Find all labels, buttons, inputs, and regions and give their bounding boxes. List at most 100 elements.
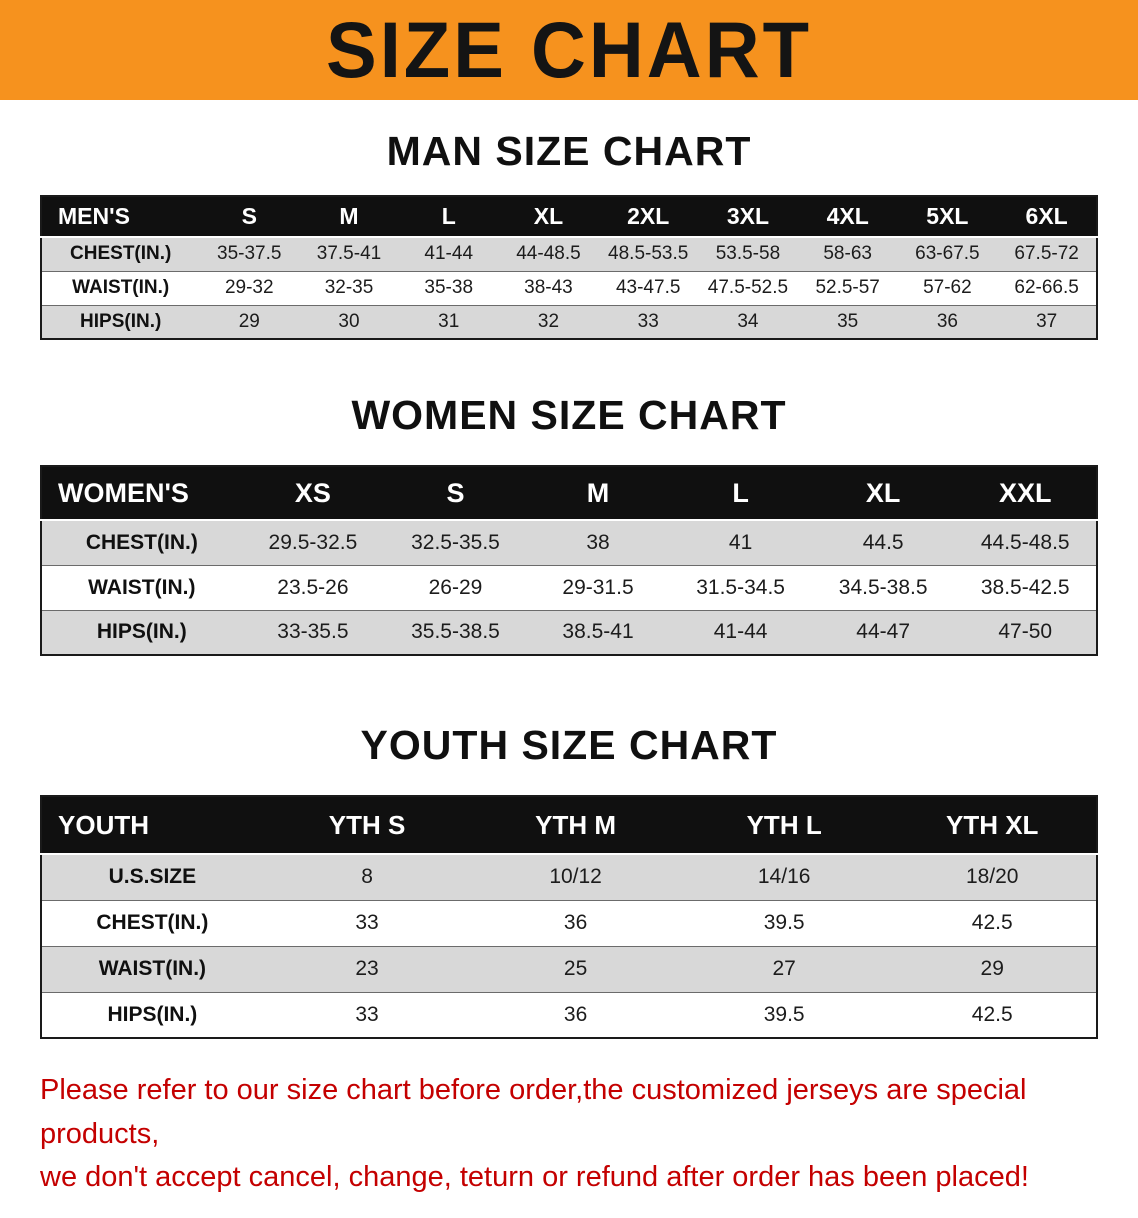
size-value: 58-63 [823,243,872,265]
size-value: 35-38 [424,277,474,298]
men-size-table: MEN'S S M L XL 2XL 3XL 4XL 5XL 6XL CHEST(IN.) 35-37… [40,195,1098,340]
men-size-column-header: 4XL [797,196,898,238]
youth-size-column-header: YTH S [262,796,472,855]
men-size-column-header: 3XL [698,196,798,238]
youth-size-table: YOUTH YTH S YTH M YTH L YTH XL U.S.SIZE 8 10/12… [40,795,1098,1039]
table-row: CHEST(IN.) 35-37.5 37.5-41 41-44 44-48.5 48.5… [41,237,1097,271]
size-value: 38.5-41 [562,620,634,644]
youth-size-column-header: YTH XL [888,796,1097,855]
row-label: HIPS(IN.) [96,620,187,644]
size-value: 62-66.5 [1014,277,1079,298]
women-size-column-header: M [526,466,670,521]
footer-note-line-2: we don't accept cancel, change, teturn o… [40,1161,1029,1193]
youth-header-row: YOUTH YTH S YTH M YTH L YTH XL [41,796,1097,855]
women-size-column-header: XXL [954,466,1097,521]
men-size-column-header: M [299,196,399,238]
size-value: 37.5-41 [316,243,382,265]
footer-note-line-1: Please refer to our size chart before or… [40,1074,1027,1150]
row-label: CHEST(IN.) [70,243,172,265]
size-value: 38.5-42.5 [980,575,1070,599]
size-value: 34.5-38.5 [838,575,928,599]
row-label: CHEST(IN.) [96,911,209,934]
size-value: 33 [355,911,379,934]
size-value: 63-67.5 [915,243,980,265]
size-value: 8 [361,865,373,889]
women-size-column-header: S [384,466,527,521]
table-row: WAIST(IN.) 23 25 27 29 [41,946,1097,992]
size-value: 33 [355,1002,379,1026]
size-value: 32 [537,310,560,332]
size-value: 36 [563,1002,588,1026]
table-row: CHEST(IN.) 33 36 39.5 42.5 [41,900,1097,946]
men-size-column-header: 5XL [897,196,998,238]
size-value: 23 [355,957,379,980]
banner-title: SIZE CHART [326,5,812,95]
size-value: 48.5-53.5 [608,243,689,265]
size-value: 41-44 [424,243,474,265]
size-value: 29-31.5 [562,575,634,599]
size-value: 31.5-34.5 [696,575,785,599]
size-value: 39.5 [763,1002,805,1026]
table-row: U.S.SIZE 8 10/12 14/16 18/20 [41,854,1097,900]
size-value: 39.5 [763,911,805,934]
size-value: 33-35.5 [277,620,349,644]
size-value: 35-37.5 [217,243,282,265]
row-label: WAIST(IN.) [88,575,196,599]
section-heading-youth: YOUTH SIZE CHART [360,722,778,768]
size-value: 42.5 [971,1002,1013,1026]
size-value: 30 [338,310,360,332]
size-value: 38 [586,530,610,554]
size-value: 26-29 [428,575,483,599]
size-value: 38-43 [524,277,573,298]
women-table-title: WOMEN'S [41,466,242,521]
size-value: 32.5-35.5 [411,530,500,554]
size-value: 32-35 [324,277,374,298]
men-table-title: MEN'S [41,196,200,238]
size-value: 52.5-57 [815,277,880,298]
section-heading-women: WOMEN SIZE CHART [351,392,787,438]
size-value: 53.5-58 [715,243,781,265]
size-value: 44.5 [862,530,904,554]
men-header-row: MEN'S S M L XL 2XL 3XL 4XL 5XL 6XL [41,196,1097,238]
row-label: WAIST(IN.) [72,277,170,298]
size-value: 47-50 [998,620,1053,644]
size-value: 37 [1036,310,1058,332]
sections: MAN SIZE CHART MEN'S S M L XL 2XL 3XL 4XL 5XL 6XL C… [0,128,1138,1039]
row-label: HIPS(IN.) [107,1002,198,1026]
table-row: HIPS(IN.) 33-35.5 35.5-38.5 38.5-41 41-44 44-… [41,610,1097,655]
men-size-column-header: 2XL [598,196,699,238]
size-value: 25 [563,957,588,980]
size-value: 44-47 [856,620,911,644]
size-value: 35 [837,310,859,332]
size-value: 35.5-38.5 [411,620,500,644]
footer-note: Please refer to our size chart before or… [40,1069,1098,1200]
table-row: HIPS(IN.) 33 36 39.5 42.5 [41,992,1097,1038]
size-value: 47.5-52.5 [707,277,789,298]
size-value: 43-47.5 [615,277,681,298]
size-value: 29 [980,957,1004,980]
row-label: HIPS(IN.) [80,310,162,332]
size-value: 44.5-48.5 [980,530,1070,554]
table-row: WAIST(IN.) 29-32 32-35 35-38 38-43 43-47.5 47.… [41,271,1097,305]
row-label: WAIST(IN.) [98,957,207,980]
size-value: 33 [637,310,659,332]
size-value: 23.5-26 [277,575,349,599]
size-value: 42.5 [971,911,1013,934]
size-value: 10/12 [549,865,602,889]
size-value: 57-62 [923,277,972,298]
women-size-column-header: L [669,466,812,521]
section-heading-men: MAN SIZE CHART [386,128,752,174]
row-label: CHEST(IN.) [85,530,198,554]
table-row: CHEST(IN.) 29.5-32.5 32.5-35.5 38 41 44.5 44.5… [41,520,1097,565]
size-value: 29-32 [224,277,274,298]
women-size-column-header: XL [811,466,955,521]
table-row: WAIST(IN.) 23.5-26 26-29 29-31.5 31.5-34.5 34… [41,565,1097,610]
youth-table-title: YOUTH [41,796,263,855]
men-size-column-header: L [398,196,499,238]
men-size-column-header: S [199,196,300,238]
row-label: U.S.SIZE [108,865,197,889]
size-value: 67.5-72 [1014,243,1079,265]
women-size-column-header: XS [241,466,385,521]
women-header-row: WOMEN'S XS S M L XL XXL [41,466,1097,521]
banner: SIZE CHART [0,0,1138,100]
